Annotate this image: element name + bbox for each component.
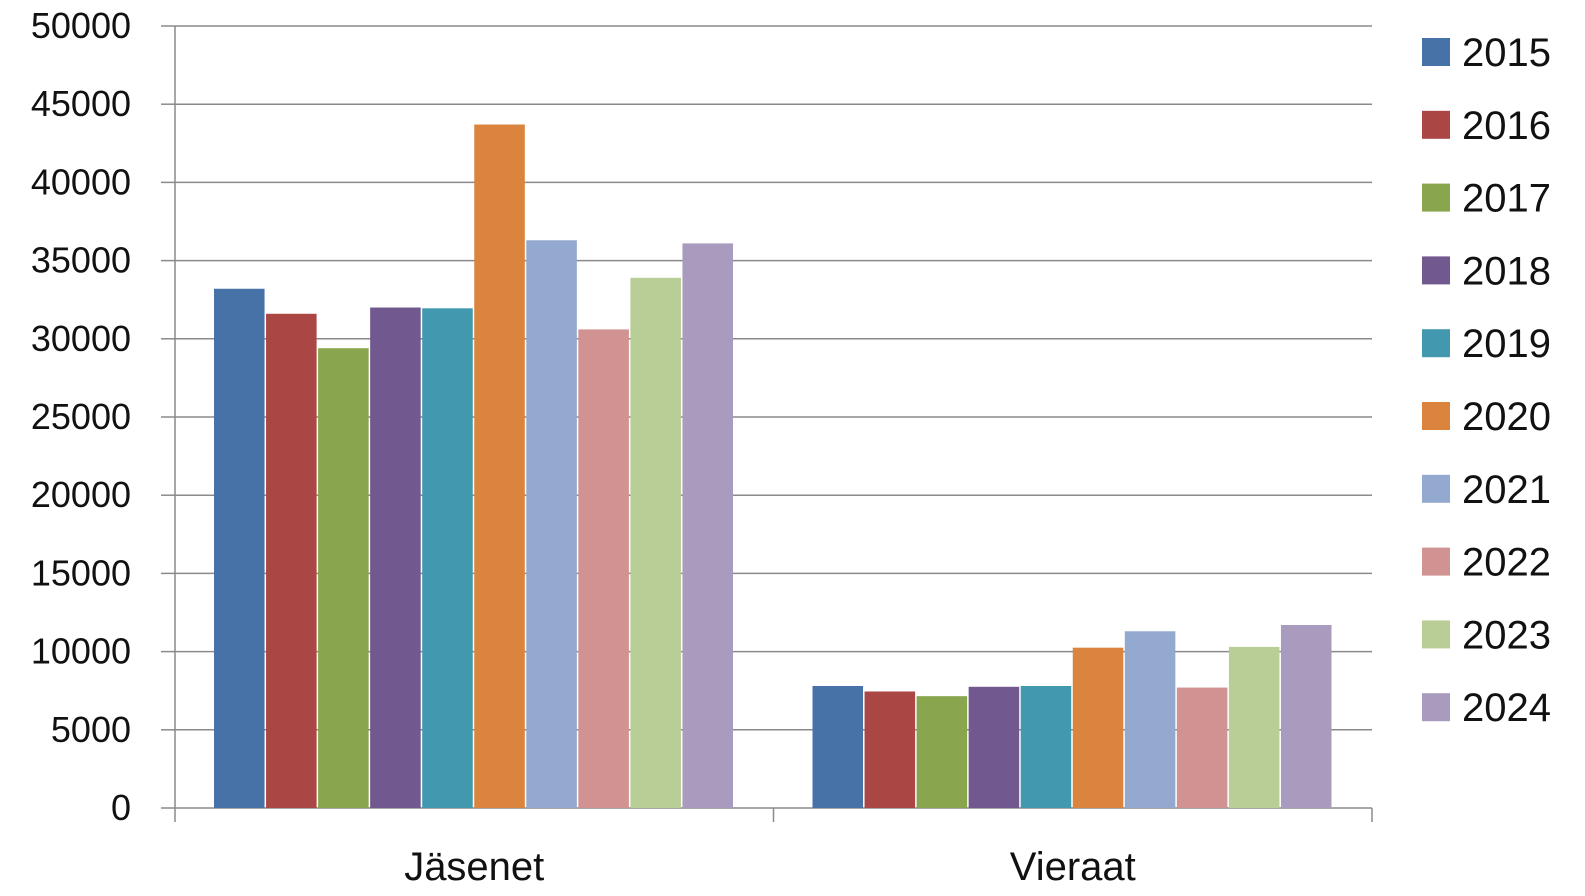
x-category-label: Vieraat <box>1010 845 1136 889</box>
legend-swatch-2016 <box>1422 110 1450 139</box>
legend-swatch-2019 <box>1422 329 1450 358</box>
legend-label-2016: 2016 <box>1462 104 1551 148</box>
legend-swatch-2021 <box>1422 474 1450 503</box>
bar-jäsenet-2020 <box>474 124 525 809</box>
y-tick-label: 40000 <box>31 161 131 202</box>
y-tick-label: 10000 <box>31 631 131 672</box>
bar-vieraat-2021 <box>1124 631 1176 808</box>
y-tick-label: 25000 <box>31 396 131 437</box>
legend-swatch-2020 <box>1422 402 1450 430</box>
bar-jäsenet-2018 <box>370 307 421 808</box>
legend: 2015 2016 2017 2018 2019 2020 2021 2022 2023 2024 <box>1422 31 1551 730</box>
legend-swatch-2015 <box>1422 38 1450 66</box>
y-tick-label: 35000 <box>31 240 131 281</box>
bar-vieraat-2020 <box>1072 647 1124 808</box>
legend-swatch-2017 <box>1422 183 1450 212</box>
legend-label-2022: 2022 <box>1462 541 1551 585</box>
bar-vieraat-2015 <box>812 686 864 808</box>
bar-jäsenet-2024 <box>682 243 733 808</box>
legend-label-2020: 2020 <box>1462 395 1551 439</box>
bar-vieraat-2024 <box>1280 625 1332 808</box>
legend-label-2015: 2015 <box>1462 31 1551 75</box>
bar-vieraat-2019 <box>1020 686 1072 808</box>
bar-jäsenet-2016 <box>266 313 317 808</box>
axis-labels: 0 5000 10000 15000 20000 25000 30000 35000 40000… <box>31 5 1136 889</box>
y-tick-label: 0 <box>111 787 131 828</box>
legend-label-2018: 2018 <box>1462 249 1551 293</box>
bar-jäsenet-2019 <box>422 308 473 808</box>
legend-swatch-2018 <box>1422 256 1450 285</box>
legend-label-2024: 2024 <box>1462 686 1551 730</box>
y-tick-label: 20000 <box>31 474 131 515</box>
y-tick-label: 50000 <box>31 5 131 46</box>
y-tick-label: 30000 <box>31 318 131 359</box>
bar-vieraat-2017 <box>916 696 968 808</box>
legend-label-2017: 2017 <box>1462 177 1551 221</box>
bar-vieraat-2023 <box>1228 646 1280 808</box>
y-tick-label: 15000 <box>31 552 131 593</box>
legend-label-2019: 2019 <box>1462 322 1551 366</box>
legend-swatch-2024 <box>1422 693 1450 722</box>
bar-vieraat-2022 <box>1176 687 1228 808</box>
x-category-label: Jäsenet <box>404 845 544 889</box>
legend-label-2023: 2023 <box>1462 613 1551 657</box>
y-tick-label: 5000 <box>51 709 131 750</box>
legend-swatch-2023 <box>1422 620 1450 649</box>
bar-vieraat-2018 <box>968 686 1020 808</box>
bar-jäsenet-2023 <box>630 277 681 809</box>
legend-label-2021: 2021 <box>1462 468 1551 512</box>
bar-jäsenet-2022 <box>578 329 629 808</box>
bar-jäsenet-2021 <box>526 240 577 808</box>
legend-swatch-2022 <box>1422 547 1450 576</box>
bar-vieraat-2016 <box>864 691 916 808</box>
bar-jäsenet-2017 <box>318 348 369 808</box>
bars <box>214 124 1332 809</box>
y-tick-label: 45000 <box>31 83 131 124</box>
bar-jäsenet-2015 <box>214 288 265 808</box>
